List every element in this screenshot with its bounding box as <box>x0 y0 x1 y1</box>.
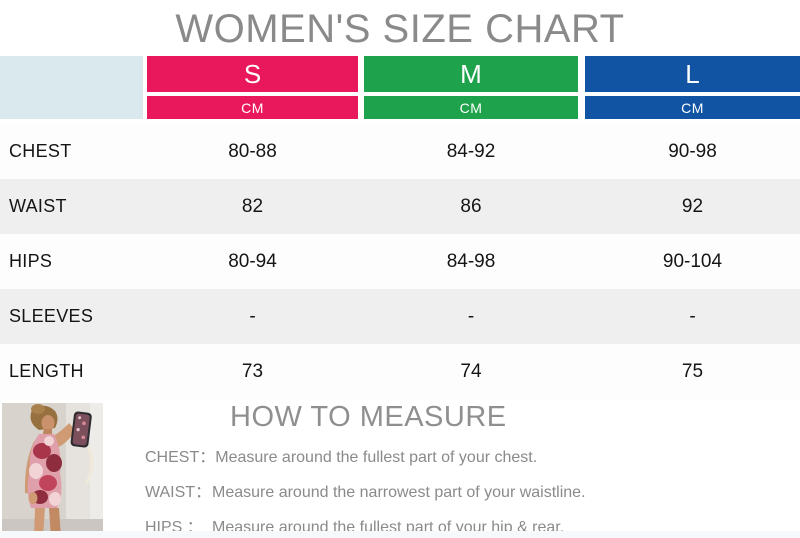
measure-item-chest: CHEST： Measure around the fullest part o… <box>145 448 685 468</box>
size-table-header: S M L CM CM CM <box>0 56 800 119</box>
cell-value: 82 <box>241 195 264 217</box>
cell-value: - <box>689 305 696 327</box>
header-size-s: S <box>147 56 358 92</box>
table-row-chest: CHEST 80-88 84-92 90-98 <box>0 124 800 179</box>
cell-value: 92 <box>681 195 704 217</box>
measure-item-text: Measure around the fullest part of your … <box>215 449 538 466</box>
cell-value: 73 <box>241 360 264 382</box>
row-label: CHEST <box>9 141 72 161</box>
cell-value: 86 <box>460 195 482 217</box>
how-to-measure-section: HOW TO MEASURE CHEST： Measure around the… <box>145 401 685 538</box>
cell-value: - <box>249 305 256 327</box>
measure-item-waist: WAIST： Measure around the narrowest part… <box>145 483 685 503</box>
row-label: LENGTH <box>9 361 84 381</box>
row-label: SLEEVES <box>9 306 94 326</box>
measure-item-label: WAIST： <box>145 484 212 501</box>
how-to-measure-heading: HOW TO MEASURE <box>230 401 507 433</box>
table-row-waist: WAIST 82 86 92 <box>0 179 800 234</box>
header-size-m: M <box>364 56 578 92</box>
bottom-edge-strip <box>0 531 800 538</box>
header-corner-cell <box>0 56 143 119</box>
header-size-l: L <box>585 56 800 92</box>
header-unit-s: CM <box>147 96 358 119</box>
cell-value: 75 <box>681 360 704 382</box>
size-table-body: CHEST 80-88 84-92 90-98 WAIST 82 86 92 H… <box>0 124 800 399</box>
row-label: HIPS <box>9 251 53 271</box>
cell-value: 90-104 <box>662 250 723 272</box>
header-unit-l: CM <box>585 96 800 119</box>
cell-value: - <box>467 305 475 327</box>
model-photo <box>2 403 103 538</box>
page-title: WOMEN'S SIZE CHART <box>175 7 625 51</box>
size-table: S M L CM CM CM CHEST 80-88 84-92 90-98 W… <box>0 56 800 399</box>
cell-value: 80-88 <box>228 140 277 162</box>
measure-item-text: Measure around the narrowest part of you… <box>212 484 586 501</box>
cell-value: 84-92 <box>446 140 496 162</box>
table-row-hips: HIPS 80-94 84-98 90-104 <box>0 234 800 289</box>
table-row-sleeves: SLEEVES - - - <box>0 289 800 344</box>
row-label: WAIST <box>9 196 67 216</box>
measure-item-label: CHEST： <box>145 449 216 466</box>
cell-value: 84-98 <box>446 250 496 272</box>
cell-value: 80-94 <box>228 250 277 272</box>
cell-value: 90-98 <box>668 140 717 162</box>
header-unit-m: CM <box>364 96 578 119</box>
cell-value: 74 <box>460 360 482 382</box>
table-row-length: LENGTH 73 74 75 <box>0 344 800 399</box>
